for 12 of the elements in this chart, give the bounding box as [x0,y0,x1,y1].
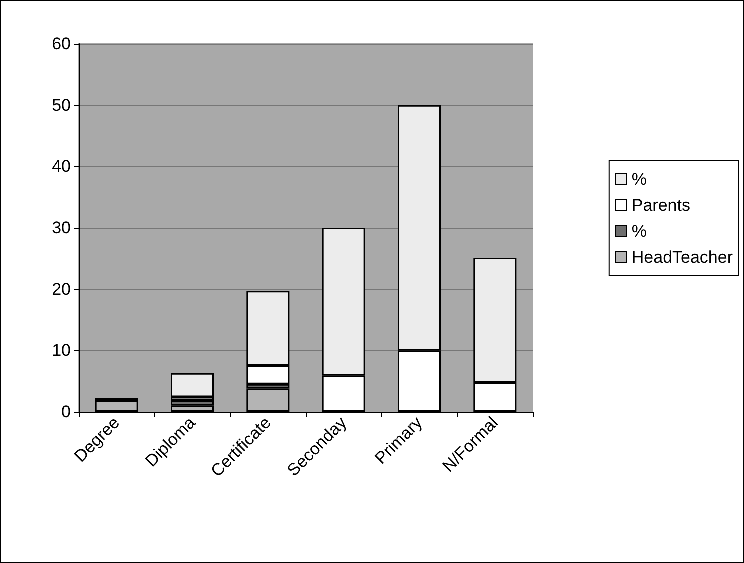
legend-label: HeadTeacher [632,248,734,267]
legend-label: % [632,222,648,241]
legend-label: Parents [632,196,690,215]
legend-label: % [632,170,648,189]
y-tick-label: 0 [62,402,71,422]
y-tick-label: 10 [52,341,71,360]
y-tick-label: 20 [52,280,71,299]
y-tick-label: 30 [52,218,71,238]
y-tick-label: 40 [52,157,71,176]
bar [171,373,214,398]
y-tick-label: 50 [52,96,71,115]
y-tick-label: 60 [52,34,71,54]
